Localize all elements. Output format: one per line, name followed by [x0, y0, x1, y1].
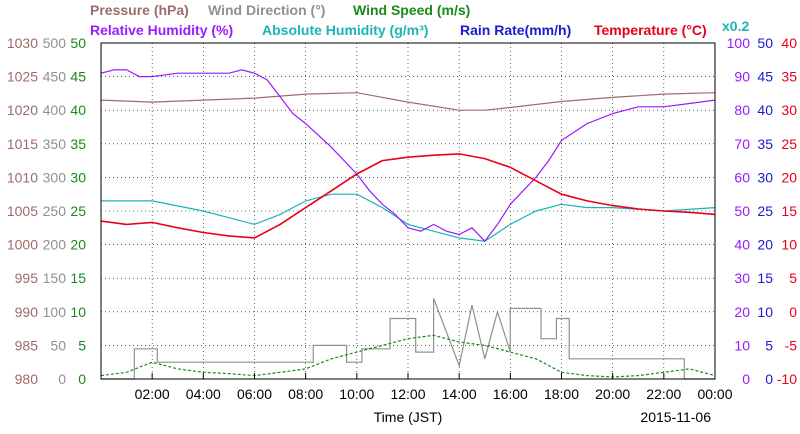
- wind-speed-tick-label: 25: [70, 203, 86, 219]
- relative-humidity-tick-label: 90: [734, 69, 750, 85]
- temperature-tick-label: 0: [789, 304, 797, 320]
- relative-humidity-tick-label: 0: [742, 371, 750, 387]
- wind-direction-tick-label: 450: [43, 69, 67, 85]
- wind-direction-tick-label: 500: [43, 35, 67, 51]
- wind-direction-tick-label: 250: [43, 203, 67, 219]
- x-axis-label: Time (JST): [374, 409, 443, 425]
- x-tick-label: 04:00: [186, 386, 221, 402]
- wind-direction-tick-label: 100: [43, 304, 67, 320]
- x-tick-label: 14:00: [442, 386, 477, 402]
- wind-direction-tick-label: 400: [43, 102, 67, 118]
- temperature-tick-label: 15: [781, 203, 797, 219]
- legend-entry: Rain Rate(mm/h): [460, 22, 571, 38]
- rain-rate-tick-label: 30: [757, 169, 773, 185]
- x-tick-label: 06:00: [237, 386, 272, 402]
- temperature-tick-label: 10: [781, 237, 797, 253]
- relative-humidity-tick-label: 50: [734, 203, 750, 219]
- wind-speed-tick-label: 35: [70, 136, 86, 152]
- wind-direction-tick-label: 150: [43, 270, 67, 286]
- rain-rate-tick-label: 50: [757, 35, 773, 51]
- relative-humidity-tick-label: 80: [734, 102, 750, 118]
- temperature-tick-label: 25: [781, 136, 797, 152]
- pressure-tick-label: 1030: [7, 35, 38, 51]
- legend-entry: Relative Humidity (%): [90, 22, 233, 38]
- x-tick-label: 00:00: [697, 386, 732, 402]
- x-tick-label: 08:00: [288, 386, 323, 402]
- wind-speed-tick-label: 5: [78, 337, 86, 353]
- rain-rate-tick-label: 45: [757, 69, 773, 85]
- pressure-tick-label: 1005: [7, 203, 38, 219]
- temperature-tick-label: 30: [781, 102, 797, 118]
- temperature-tick-label: 40: [781, 35, 797, 51]
- pressure-tick-label: 1010: [7, 169, 38, 185]
- relative-humidity-tick-label: 40: [734, 237, 750, 253]
- legend-entry: Wind Direction (°): [208, 2, 325, 18]
- x-tick-label: 20:00: [595, 386, 630, 402]
- rain-rate-tick-label: 0: [765, 371, 773, 387]
- relative-humidity-tick-label: 30: [734, 270, 750, 286]
- rain-rate-tick-label: 35: [757, 136, 773, 152]
- wind-speed-tick-label: 30: [70, 169, 86, 185]
- legend-note: x0.2: [722, 18, 749, 34]
- wind-speed-tick-label: 45: [70, 69, 86, 85]
- temperature-tick-label: 5: [789, 270, 797, 286]
- rain-rate-tick-label: 15: [757, 270, 773, 286]
- rain-rate-tick-label: 25: [757, 203, 773, 219]
- x-tick-label: 12:00: [390, 386, 425, 402]
- legend-entry: Absolute Humidity (g/m³): [262, 22, 428, 38]
- x-tick-label: 22:00: [646, 386, 681, 402]
- wind-direction-tick-label: 0: [58, 371, 66, 387]
- rain-rate-tick-label: 5: [765, 337, 773, 353]
- relative-humidity-tick-label: 10: [734, 337, 750, 353]
- wind-speed-tick-label: 50: [70, 35, 86, 51]
- rain-rate-tick-label: 40: [757, 102, 773, 118]
- pressure-tick-label: 1000: [7, 237, 38, 253]
- legend-entry: Pressure (hPa): [90, 2, 189, 18]
- x-tick-label: 18:00: [544, 386, 579, 402]
- wind-direction-tick-label: 300: [43, 169, 67, 185]
- wind-speed-tick-label: 0: [78, 371, 86, 387]
- pressure-tick-label: 1025: [7, 69, 38, 85]
- pressure-tick-label: 995: [15, 270, 39, 286]
- pressure-tick-label: 990: [15, 304, 39, 320]
- x-axis: 02:00 04:00 06:00 08:00 10:00 12:00 14:00 16:00…: [135, 373, 733, 402]
- pressure-tick-label: 980: [15, 371, 39, 387]
- temperature-tick-label: 20: [781, 169, 797, 185]
- pressure-tick-label: 985: [15, 337, 39, 353]
- legend-entry: Wind Speed (m/s): [353, 2, 470, 18]
- wind-speed-tick-label: 10: [70, 304, 86, 320]
- x-tick-label: 10:00: [339, 386, 374, 402]
- chart-date: 2015-11-06: [640, 409, 711, 425]
- relative-humidity-tick-label: 60: [734, 169, 750, 185]
- wind-direction-tick-label: 200: [43, 237, 67, 253]
- rain-rate-tick-label: 10: [757, 304, 773, 320]
- legend-entry: Temperature (°C): [594, 22, 707, 38]
- series-relative-humidity-absolute: [101, 193, 716, 242]
- wind-direction-tick-label: 350: [43, 136, 67, 152]
- wind-direction-tick-label: 50: [50, 337, 66, 353]
- temperature-tick-label: -10: [777, 371, 797, 387]
- series-wind-direction: [101, 298, 715, 380]
- series-relative-humidity: [100, 69, 716, 243]
- relative-humidity-tick-label: 20: [734, 304, 750, 320]
- series-temperature: [100, 153, 716, 239]
- rain-rate-tick-label: 20: [757, 237, 773, 253]
- x-tick-label: 02:00: [135, 386, 170, 402]
- temperature-tick-label: 35: [781, 69, 797, 85]
- series-pressure: [100, 92, 716, 111]
- wind-speed-tick-label: 40: [70, 102, 86, 118]
- legend: Pressure (hPa) Wind Direction (°) Wind Spe…: [90, 2, 749, 38]
- relative-humidity-tick-label: 100: [727, 35, 751, 51]
- pressure-tick-label: 1015: [7, 136, 38, 152]
- relative-humidity-tick-label: 70: [734, 136, 750, 152]
- pressure-tick-label: 1020: [7, 102, 38, 118]
- y-axes: 9809859909951000100510101015102010251030…: [7, 35, 797, 387]
- wind-speed-tick-label: 20: [70, 237, 86, 253]
- wind-speed-tick-label: 15: [70, 270, 86, 286]
- temperature-tick-label: -5: [785, 337, 798, 353]
- x-tick-label: 16:00: [493, 386, 528, 402]
- grid: [101, 43, 715, 379]
